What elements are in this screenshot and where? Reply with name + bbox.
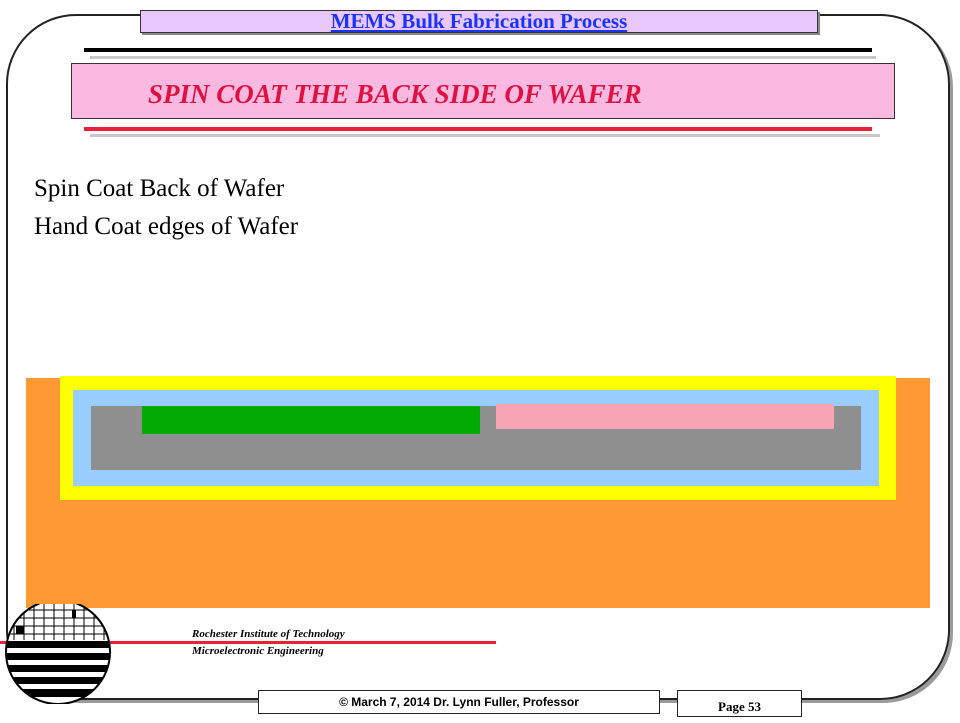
- header-rule-black: [84, 48, 872, 52]
- pink-film-region: [496, 404, 834, 429]
- department-name: Microelectronic Engineering: [192, 645, 324, 657]
- page-number-box: Page 53: [677, 690, 802, 717]
- page-number: Page 53: [718, 699, 761, 714]
- institution-name: Rochester Institute of Technology: [192, 628, 345, 640]
- green-film-region: [142, 406, 480, 434]
- header-rule-gray: [90, 56, 876, 59]
- slide-title-banner: SPIN COAT THE BACK SIDE OF WAFER: [71, 63, 895, 119]
- copyright-text: © March 7, 2014 Dr. Lynn Fuller, Profess…: [339, 695, 579, 709]
- body-text-line: Hand Coat edges of Wafer: [34, 213, 299, 240]
- footer-rule-red: [0, 641, 496, 644]
- header-title: MEMS Bulk Fabrication Process: [330, 9, 628, 33]
- body-text-line: Spin Coat Back of Wafer: [34, 175, 285, 202]
- copyright-box: © March 7, 2014 Dr. Lynn Fuller, Profess…: [258, 690, 660, 714]
- title-rule-red: [84, 127, 872, 131]
- title-rule-gray: [90, 134, 880, 137]
- wafer-cross-section-diagram: [26, 376, 930, 608]
- header-banner: MEMS Bulk Fabrication Process: [140, 10, 818, 33]
- rit-wafer-logo-icon: [5, 604, 111, 704]
- slide-title: SPIN COAT THE BACK SIDE OF WAFER: [148, 79, 642, 109]
